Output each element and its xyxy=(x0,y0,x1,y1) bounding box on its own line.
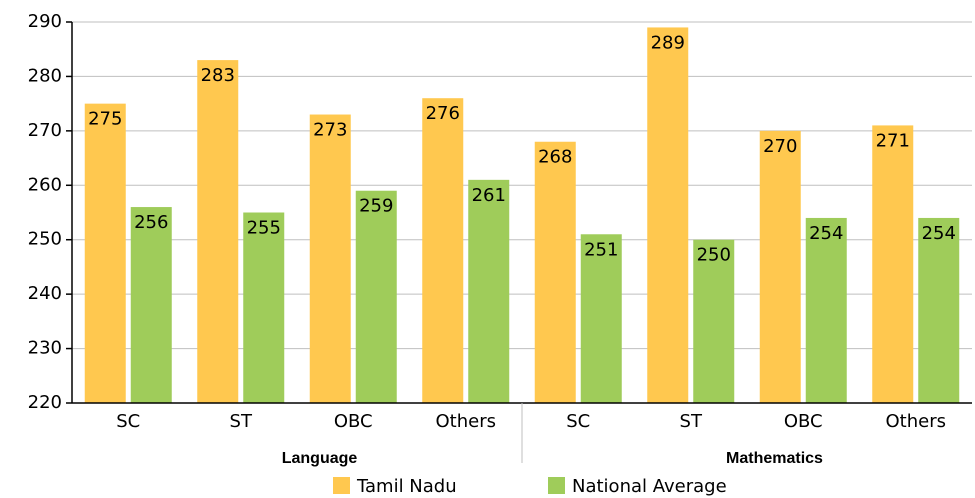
bar xyxy=(918,217,960,403)
bar xyxy=(534,141,576,403)
y-tick-label: 270 xyxy=(28,120,62,141)
x-tick-label: SC xyxy=(566,411,590,432)
y-tick-label: 290 xyxy=(28,11,62,32)
bar xyxy=(309,114,351,404)
bar xyxy=(805,217,847,403)
x-tick-label: SC xyxy=(116,411,140,432)
data-label: 251 xyxy=(584,239,618,260)
data-label: 283 xyxy=(201,65,235,86)
legend-label: National Average xyxy=(572,476,727,497)
bar xyxy=(84,103,126,404)
y-tick-label: 230 xyxy=(28,338,62,359)
bar xyxy=(647,27,689,403)
y-tick-label: 250 xyxy=(28,229,62,250)
group-label: Language xyxy=(282,450,358,467)
data-label: 254 xyxy=(809,223,843,244)
x-tick-label: ST xyxy=(230,411,253,432)
bar xyxy=(759,130,801,403)
y-tick-label: 240 xyxy=(28,283,62,304)
y-tick-label: 260 xyxy=(28,174,62,195)
data-label: 268 xyxy=(538,147,572,168)
bar xyxy=(197,60,239,403)
data-label: 250 xyxy=(697,245,731,266)
bar xyxy=(468,179,510,403)
bar xyxy=(872,125,914,404)
data-label: 275 xyxy=(88,109,122,130)
data-label: 255 xyxy=(247,218,281,239)
data-label: 256 xyxy=(134,212,168,233)
legend-label: Tamil Nadu xyxy=(356,476,457,497)
data-label: 270 xyxy=(763,136,797,157)
x-tick-label: ST xyxy=(680,411,703,432)
x-tick-label: Others xyxy=(886,411,947,432)
bar xyxy=(693,239,735,403)
data-label: 289 xyxy=(651,32,685,53)
data-label: 261 xyxy=(472,185,506,206)
x-tick-label: OBC xyxy=(334,411,373,432)
x-tick-label: OBC xyxy=(784,411,823,432)
y-tick-label: 280 xyxy=(28,65,62,86)
y-tick-label: 220 xyxy=(28,392,62,413)
bar xyxy=(422,98,464,403)
data-label: 276 xyxy=(426,103,460,124)
bar xyxy=(580,234,622,403)
data-label: 259 xyxy=(359,196,393,217)
data-label: 273 xyxy=(313,120,347,141)
bar xyxy=(243,212,285,403)
data-label: 271 xyxy=(876,130,910,151)
bar xyxy=(355,190,397,403)
legend-swatch xyxy=(548,477,565,494)
bar xyxy=(130,207,172,403)
group-label: Mathematics xyxy=(726,450,823,467)
x-tick-label: Others xyxy=(436,411,497,432)
legend-swatch xyxy=(333,477,350,494)
data-label: 254 xyxy=(922,223,956,244)
